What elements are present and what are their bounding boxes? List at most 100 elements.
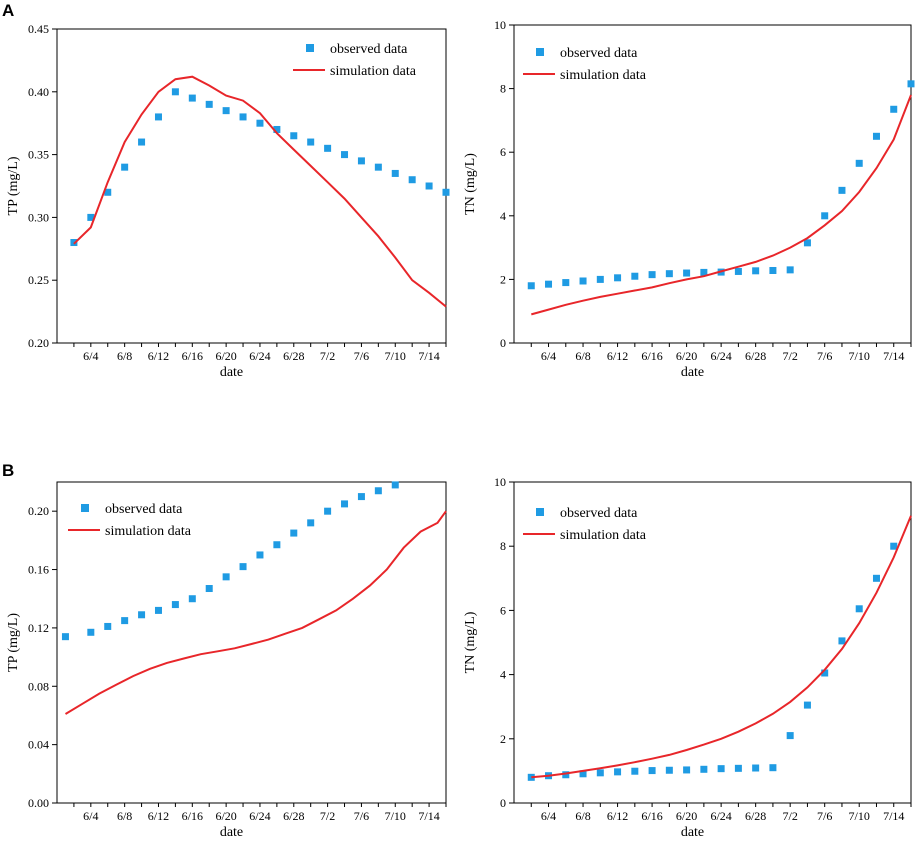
observed-point (614, 768, 622, 776)
x-tick-label: 7/10 (849, 349, 870, 363)
x-tick-label: 6/12 (607, 809, 628, 823)
y-tick-label: 0.04 (28, 738, 49, 752)
x-tick-label: 6/16 (182, 809, 203, 823)
x-tick-label: 7/6 (817, 809, 832, 823)
x-tick-label: 6/16 (641, 349, 662, 363)
observed-point (890, 542, 898, 550)
x-axis-title: date (220, 825, 243, 840)
x-tick-label: 7/6 (354, 349, 369, 363)
simulation-line (531, 515, 912, 779)
y-tick-label: 0.40 (28, 85, 49, 99)
legend-observed-marker (306, 44, 314, 52)
chart-a-tp: 0.20 0.25 0.30 0.35 0.40 0.45 6/4 6/8 6/12 6/16 6/… (6, 22, 450, 380)
observed-point (154, 606, 162, 614)
legend-observed-label: observed data (560, 46, 638, 61)
observed-point (631, 767, 639, 775)
observed-point (61, 633, 69, 641)
observed-point (357, 493, 365, 501)
observed-point (890, 105, 898, 113)
legend-simulation-label: simulation data (560, 528, 647, 543)
y-tick-label: 4 (500, 668, 506, 682)
x-tick-label: 6/8 (117, 349, 132, 363)
observed-point (256, 551, 264, 559)
y-tick-label: 2 (500, 272, 506, 286)
x-tick-label: 6/16 (182, 349, 203, 363)
y-tick-label: 6 (500, 145, 506, 159)
observed-point (872, 132, 880, 140)
x-tick-label: 6/8 (575, 809, 590, 823)
x-axis-title: date (681, 365, 704, 380)
y-axis-title: TP (mg/L) (6, 613, 21, 672)
observed-point (769, 266, 777, 274)
observed-point (562, 771, 570, 779)
plot-frame (513, 481, 912, 804)
observed-point (408, 176, 416, 184)
x-tick-label: 6/12 (148, 349, 169, 363)
observed-point (579, 277, 587, 285)
x-tick-label: 7/2 (320, 809, 335, 823)
observed-point (357, 157, 365, 165)
y-tick-label: 8 (500, 82, 506, 96)
legend-simulation-label: simulation data (560, 68, 647, 83)
x-tick-label: 7/14 (418, 349, 439, 363)
panel-label-a: A (2, 1, 14, 20)
observed-point (596, 769, 604, 777)
observed-point (256, 119, 264, 127)
legend-observed-marker (81, 504, 89, 512)
legend-observed-label: observed data (330, 42, 408, 57)
observed-point (239, 113, 247, 121)
x-tick-label: 6/24 (710, 349, 731, 363)
y-tick-label: 0.08 (28, 679, 49, 693)
y-tick-label: 0.00 (28, 796, 49, 810)
y-tick-label: 0 (500, 336, 506, 350)
x-tick-label: 6/24 (710, 809, 731, 823)
observed-point (87, 213, 95, 221)
legend-observed-marker (536, 48, 544, 56)
x-tick-label: 7/14 (883, 809, 904, 823)
observed-point (752, 764, 760, 772)
observed-point (665, 270, 673, 278)
y-tick-label: 8 (500, 539, 506, 553)
simulation-line (64, 510, 447, 715)
observed-point (614, 274, 622, 282)
observed-point (374, 163, 382, 171)
y-axis-title: TN (mg/L) (463, 611, 478, 673)
x-tick-label: 7/6 (817, 349, 832, 363)
x-tick-label: 6/4 (83, 809, 98, 823)
observed-point (838, 637, 846, 645)
observed-point (171, 601, 179, 609)
legend: observed data simulation data (523, 46, 647, 83)
legend-simulation-label: simulation data (105, 524, 192, 539)
observed-point (752, 267, 760, 275)
observed-point (239, 563, 247, 571)
observed-point (425, 182, 433, 190)
observed-point (838, 186, 846, 194)
observed-point (786, 266, 794, 274)
y-tick-label: 10 (494, 18, 506, 32)
observed-point (273, 125, 281, 133)
observed-point (222, 573, 230, 581)
x-tick-label: 7/2 (320, 349, 335, 363)
y-tick-label: 2 (500, 732, 506, 746)
observed-point (391, 481, 399, 489)
observed-point (786, 732, 794, 740)
observed-point (87, 628, 95, 636)
legend-observed-marker (536, 508, 544, 516)
observed-point (273, 541, 281, 549)
observed-point (665, 766, 673, 774)
observed-point (205, 585, 213, 593)
x-tick-label: 6/24 (249, 349, 270, 363)
observed-point (734, 764, 742, 772)
y-tick-label: 0.25 (28, 273, 49, 287)
legend: observed data simulation data (68, 502, 192, 539)
observed-point (803, 701, 811, 709)
observed-point (171, 88, 179, 96)
x-tick-label: 7/10 (849, 809, 870, 823)
legend: observed data simulation data (293, 42, 417, 79)
observed-point (631, 272, 639, 280)
observed-point (527, 282, 535, 290)
observed-point (138, 138, 146, 146)
x-tick-label: 7/2 (783, 349, 798, 363)
x-axis-title: date (220, 365, 243, 380)
